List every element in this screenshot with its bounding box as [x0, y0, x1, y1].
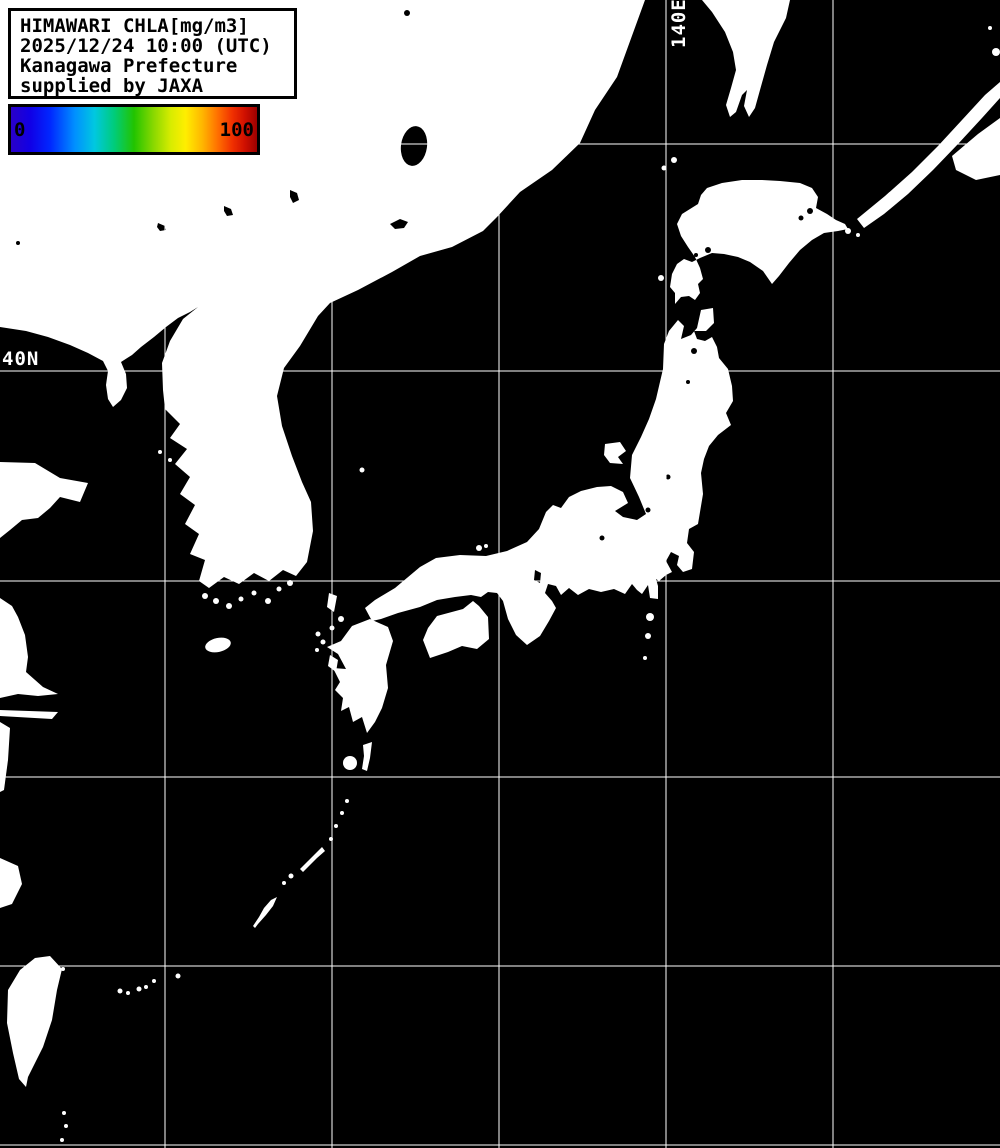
land-honshu [365, 308, 733, 645]
land-tanegashima [362, 742, 372, 771]
land-senkaku [61, 967, 65, 971]
land-miyako [175, 973, 181, 979]
lake-honshu-3 [599, 535, 605, 541]
lake-squiggle-3 [157, 223, 166, 231]
lakes-layer [16, 10, 813, 583]
lake-honshu-1 [665, 474, 671, 480]
land-kuril-corner [952, 118, 1000, 180]
land-tokara-2 [334, 824, 338, 828]
land-zhejiang [0, 722, 10, 792]
land-batanes-2 [64, 1124, 68, 1128]
land-amakusa [328, 655, 338, 672]
lake-dot-1 [404, 10, 410, 16]
lake-honshu-2 [645, 507, 651, 513]
land-kuril-chain [857, 82, 1000, 228]
land-shikoku [423, 601, 489, 658]
land-izu-islet-2 [643, 656, 647, 660]
land-okushiri [658, 275, 664, 281]
land-izu-oshima [646, 613, 654, 621]
title-product-line: HIMAWARI CHLA[mg/m3] [20, 15, 249, 37]
land-kyushu [327, 619, 393, 733]
land-shikotan [856, 233, 860, 237]
lake-coastal [390, 219, 408, 229]
land-yaeyama-2 [126, 991, 130, 995]
land-jeju [205, 637, 231, 653]
longitude-label-140e: 140E [668, 0, 690, 48]
land-shandong [0, 462, 88, 538]
land-batanes-1 [62, 1111, 66, 1115]
colorbar-max-label: 100 [219, 119, 254, 141]
land-oki-1 [476, 545, 482, 551]
land-korea-islet-10 [168, 458, 172, 462]
land-oki-2 [484, 544, 488, 548]
land-goto-3 [315, 648, 319, 652]
lake-hokkaido-2 [798, 215, 804, 221]
land-korea-islet-1 [202, 593, 208, 599]
land-yaeyama-3 [136, 986, 142, 992]
lake-honshu-4 [686, 380, 690, 384]
land-korea-islet-4 [238, 596, 244, 602]
land-korea-islet-5 [251, 590, 257, 596]
land-sado [604, 442, 626, 464]
land-korea-islet-2 [213, 598, 219, 604]
land-ulleungdo [359, 467, 365, 473]
land-chongming [0, 710, 58, 719]
colorbar-min-label: 0 [14, 119, 26, 141]
land-sakhalin [702, 0, 790, 117]
land-kuril-islet-3 [992, 48, 1000, 56]
land-iki [338, 616, 344, 622]
latitude-label-40n: 40N [2, 348, 40, 370]
title-region-line: Kanagawa Prefecture [20, 55, 238, 77]
land-yaeyama-5 [152, 979, 156, 983]
land-batanes-3 [60, 1138, 64, 1142]
land-okinoerabu [282, 881, 286, 885]
lake-khanka [400, 126, 428, 166]
land-yaeyama-4 [144, 985, 148, 989]
land-korea-islet-7 [276, 586, 282, 592]
lake-hokkaido-1 [807, 208, 813, 214]
lake-dot-2 [16, 241, 20, 245]
lake-squiggle-2 [224, 206, 233, 216]
land-penghu [16, 1028, 20, 1032]
title-credit-line: supplied by JAXA [20, 75, 204, 97]
land-rebun [661, 165, 667, 171]
land-tokara-3 [340, 811, 344, 815]
land-fujian [0, 858, 22, 908]
land-rishiri [671, 157, 677, 163]
land-goto-1 [315, 631, 321, 637]
land-korea-islet-6 [265, 598, 271, 604]
land-korea-islet-9 [158, 450, 162, 454]
land-yaeyama-1 [117, 988, 123, 994]
land-goto-2 [320, 639, 326, 645]
title-box: HIMAWARI CHLA[mg/m3] 2025/12/24 10:00 (U… [8, 8, 297, 99]
land-korea-islet-3 [226, 603, 232, 609]
land-kuril-islet-1 [881, 202, 887, 208]
lake-squiggle-1 [290, 190, 299, 203]
lake-hokkaido-3 [705, 247, 711, 253]
land-kuril-islet-4 [988, 26, 992, 30]
land-yangtze [0, 598, 58, 698]
land-izu-islet-1 [645, 633, 651, 639]
lake-towada [691, 348, 697, 354]
land-hokkaido [670, 180, 848, 304]
land-okinawa [253, 897, 277, 928]
land-amami [300, 847, 325, 872]
colorbar: 0 100 [8, 104, 260, 155]
lake-hokkaido-4 [694, 253, 698, 257]
land-habomai [845, 228, 851, 234]
land-yakushima [343, 756, 357, 770]
land-tokunoshima [288, 873, 294, 879]
land-kuril-islet-2 [902, 184, 908, 190]
land-taiwan [7, 956, 62, 1087]
lake-biwa [534, 570, 541, 583]
title-datetime-line: 2025/12/24 10:00 (UTC) [20, 35, 272, 57]
land-tokara-4 [345, 799, 349, 803]
